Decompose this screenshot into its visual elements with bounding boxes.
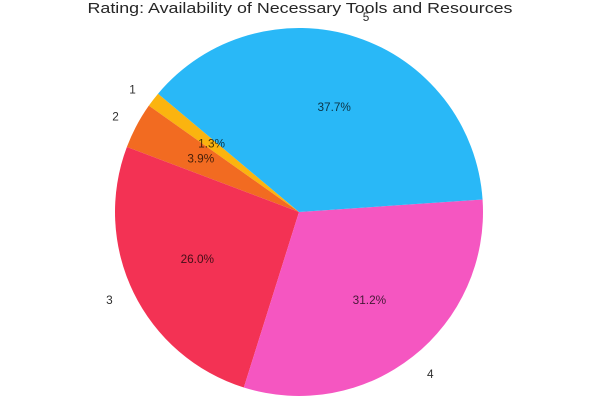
svg-text:1.3%: 1.3% [198,137,225,151]
svg-text:2: 2 [112,110,119,124]
svg-text:26.0%: 26.0% [181,252,215,266]
svg-text:5: 5 [363,10,370,24]
svg-text:Rating: Availability of Necess: Rating: Availability of Necessary Tools … [88,1,513,17]
svg-text:4: 4 [427,367,434,381]
svg-text:1: 1 [129,82,136,96]
svg-text:37.7%: 37.7% [317,100,351,114]
svg-text:31.2%: 31.2% [353,293,387,307]
svg-text:3: 3 [106,293,113,307]
svg-text:3.9%: 3.9% [187,152,214,166]
